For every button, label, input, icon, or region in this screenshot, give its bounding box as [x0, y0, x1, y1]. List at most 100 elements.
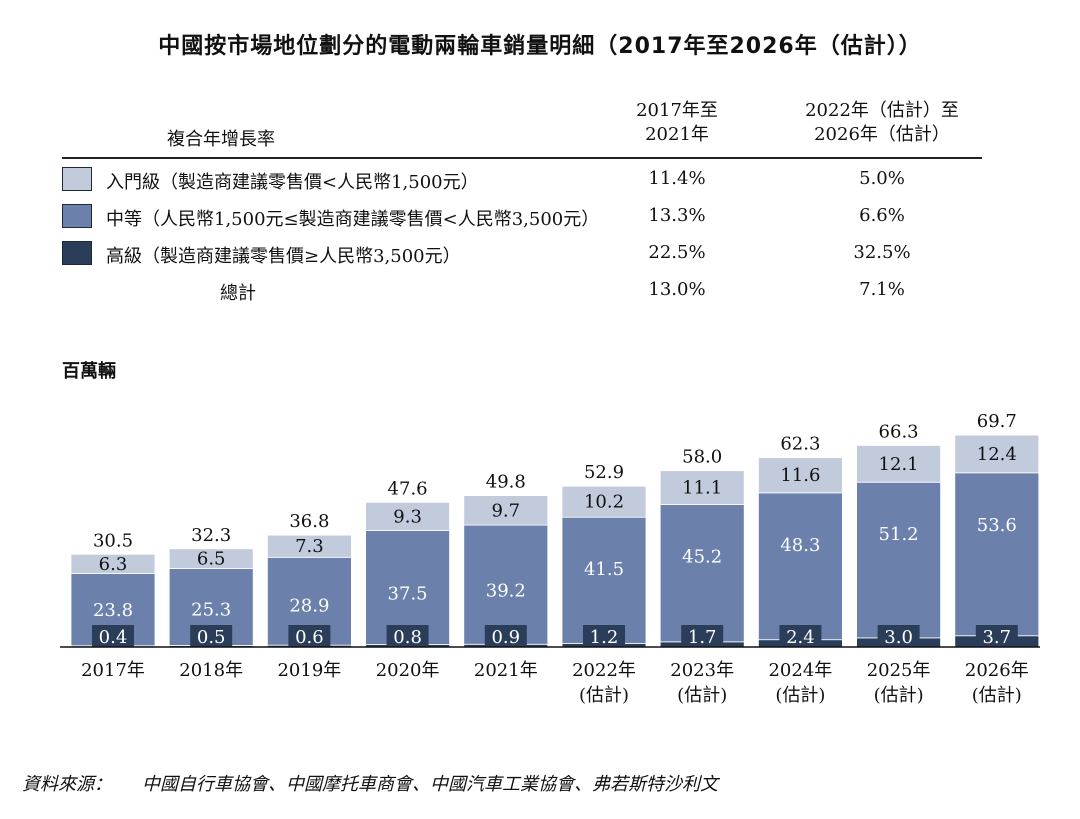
bar-total-label: 47.6: [388, 478, 428, 499]
bar-value-label: 7.3: [295, 536, 324, 557]
cagr-row-total: 總計 13.0% 7.1%: [62, 270, 982, 307]
premium-label-box: [386, 625, 429, 647]
legend-label-premium: 高級（製造商建議零售價≥人民幣3,500元）: [106, 246, 461, 267]
bar-value-label: 0.6: [295, 627, 324, 648]
bar-segment-entry: [70, 553, 156, 574]
total-label: 總計: [220, 283, 256, 304]
x-tick-label: 2018年: [179, 660, 243, 681]
x-tick-label: 2025年: [867, 660, 931, 681]
chart-title: 中國按市場地位劃分的電動兩輪車銷量明細（2017年至2026年（估計））: [158, 34, 922, 59]
premium-label-box: [975, 625, 1018, 647]
x-tick-label: 2017年: [81, 660, 145, 681]
cagr-value: 32.5%: [853, 242, 911, 263]
y-unit-label: 百萬輛: [62, 361, 116, 382]
bar-value-label: 10.2: [584, 492, 624, 513]
legend-swatch-premium: [62, 241, 92, 265]
bar-segment-mid: [856, 481, 941, 639]
premium-label-box: [681, 625, 724, 647]
bar-value-label: 53.6: [977, 515, 1017, 536]
bar-value-label: 11.6: [780, 465, 820, 486]
bar-total-label: 66.3: [879, 421, 919, 442]
legend-swatch-mid: [62, 204, 92, 228]
bar-value-label: 28.9: [289, 596, 329, 617]
cagr-value: 11.4%: [648, 168, 706, 189]
bar-value-label: 48.3: [780, 535, 820, 556]
bar-segment-entry: [561, 485, 647, 518]
bar-total-label: 49.8: [486, 472, 526, 493]
bar-value-label: 3.7: [982, 627, 1011, 648]
x-tick-label: (估計): [874, 685, 924, 706]
bar-value-label: 1.2: [590, 627, 619, 648]
bar-value-label: 1.7: [688, 627, 717, 648]
bar-segment-entry: [365, 501, 451, 531]
x-tick-label: 2024年: [768, 660, 832, 681]
premium-label-box: [779, 625, 822, 647]
bar-value-label: 12.1: [879, 454, 919, 475]
x-tick-label: 2019年: [277, 660, 341, 681]
bar-segment-entry: [758, 457, 843, 494]
stacked-bar-chart: 0.4 23.8 6.3 30.5 2017年 0.5 25.3 6.5 32.3 2018年 0.…: [60, 411, 1040, 706]
bar-total-label: 30.5: [93, 530, 133, 551]
cagr-value: 6.6%: [859, 205, 905, 226]
legend-swatch-entry: [62, 167, 92, 191]
bar-segment-entry: [463, 495, 549, 526]
bar-total-label: 69.7: [977, 411, 1017, 432]
bar-value-label: 51.2: [879, 524, 919, 545]
cagr-value: 13.0%: [648, 279, 706, 300]
premium-label-box: [484, 625, 527, 647]
cagr-value: 5.0%: [859, 168, 905, 189]
bar-total-label: 36.8: [289, 511, 329, 532]
bar-value-label: 23.8: [93, 600, 133, 621]
x-tick-label: 2023年: [670, 660, 734, 681]
bar-segment-entry: [856, 445, 941, 483]
bar-value-label: 39.2: [486, 581, 526, 602]
bar-segment-entry: [266, 534, 352, 558]
cagr-col1-header: 2017年至 2021年: [617, 99, 737, 147]
bar-value-label: 37.5: [388, 583, 428, 604]
x-tick-label: 2021年: [474, 660, 538, 681]
bar-value-label: 6.3: [99, 554, 128, 575]
bar-value-label: 11.1: [682, 478, 722, 499]
source-label: 資料來源：: [22, 774, 112, 795]
bar-segment-entry: [954, 434, 1040, 474]
bar-value-label: 45.2: [682, 546, 722, 567]
bar-segment-mid: [758, 492, 843, 641]
x-tick-label: (估計): [775, 685, 825, 706]
bar-total-label: 32.3: [191, 525, 231, 546]
bar-value-label: 2.4: [786, 627, 815, 648]
cagr-row-premium: 高級（製造商建議零售價≥人民幣3,500元） 22.5% 32.5%: [62, 233, 982, 270]
x-tick-label: (估計): [579, 685, 629, 706]
premium-label-box: [288, 625, 331, 647]
x-tick-label: (估計): [677, 685, 727, 706]
cagr-value: 22.5%: [648, 242, 706, 263]
bar-value-label: 41.5: [584, 559, 624, 580]
bar-total-label: 62.3: [780, 434, 820, 455]
cagr-col1-header-line: 2017年至: [636, 100, 718, 121]
bar-segment-mid: [463, 524, 549, 645]
bar-value-label: 9.7: [491, 500, 520, 521]
cagr-header-label: 複合年增長率: [167, 129, 275, 150]
cagr-value: 7.1%: [859, 279, 905, 300]
bar-value-label: 0.5: [197, 627, 226, 648]
legend-label-mid: 中等（人民幣1,500元≤製造商建議零售價<人民幣3,500元）: [106, 209, 600, 230]
cagr-row-mid: 中等（人民幣1,500元≤製造商建議零售價<人民幣3,500元） 13.3% 6…: [62, 196, 982, 233]
bar-value-label: 12.4: [977, 444, 1017, 465]
x-tick-label: 2022年: [572, 660, 636, 681]
x-tick-label: (估計): [972, 685, 1022, 706]
cagr-col2-header-line: 2022年（估計）至: [805, 100, 959, 121]
x-tick-label: 2020年: [376, 660, 440, 681]
cagr-col1-header-line: 2021年: [645, 124, 709, 145]
bar-value-label: 0.9: [491, 627, 520, 648]
bar-total-label: 58.0: [682, 447, 722, 468]
bar-segment-mid: [561, 516, 647, 644]
premium-label-box: [92, 625, 134, 647]
bar-value-label: 6.5: [197, 549, 226, 570]
bar-segment-mid: [659, 504, 745, 643]
bar-segment-entry: [168, 548, 254, 569]
bar-value-label: 0.4: [99, 627, 128, 648]
cagr-table: 複合年增長率 2017年至 2021年 2022年（估計）至 2026年（估計）…: [62, 95, 982, 307]
bar-value-label: 0.8: [393, 627, 422, 648]
premium-label-box: [583, 625, 625, 647]
bar-value-label: 9.3: [393, 506, 422, 527]
source-note: 資料來源： 中國自行車協會、中國摩托車商會、中國汽車工業協會、弗若斯特沙利文: [22, 770, 718, 796]
